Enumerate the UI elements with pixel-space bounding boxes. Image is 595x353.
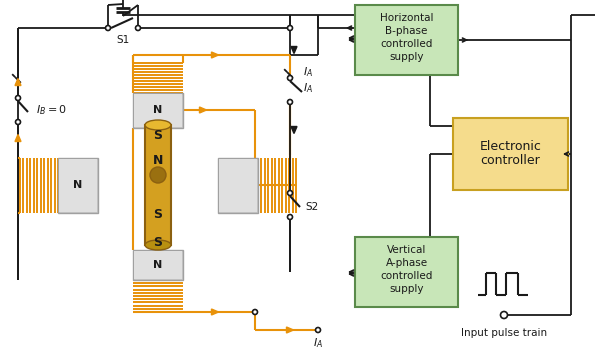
Text: controlled: controlled [380, 39, 433, 49]
Polygon shape [287, 327, 293, 333]
Circle shape [287, 25, 293, 30]
Text: N: N [153, 154, 163, 167]
Text: N: N [154, 260, 162, 270]
Text: Horizontal: Horizontal [380, 13, 433, 23]
Bar [355, 237, 458, 307]
Bar [134, 251, 182, 279]
Circle shape [500, 311, 508, 318]
Text: supply: supply [389, 52, 424, 62]
Text: A-phase: A-phase [386, 258, 428, 268]
Text: N: N [73, 180, 83, 190]
Ellipse shape [145, 120, 171, 130]
Circle shape [287, 100, 293, 104]
Text: Input pulse train: Input pulse train [461, 328, 547, 338]
Text: $I_B = 0$: $I_B = 0$ [36, 103, 67, 117]
Bar [58, 157, 98, 213]
Polygon shape [211, 52, 218, 58]
Ellipse shape [145, 240, 171, 250]
Polygon shape [15, 134, 21, 142]
Text: B-phase: B-phase [386, 26, 428, 36]
Circle shape [287, 215, 293, 220]
Text: S: S [154, 129, 162, 142]
Bar [133, 92, 183, 127]
Polygon shape [291, 126, 297, 133]
Text: $I_A$: $I_A$ [313, 336, 323, 350]
Text: N: N [154, 105, 162, 115]
Polygon shape [211, 309, 218, 315]
Polygon shape [199, 107, 206, 113]
Circle shape [287, 76, 293, 80]
Circle shape [105, 25, 111, 30]
Circle shape [252, 310, 258, 315]
Text: $I_A$: $I_A$ [303, 65, 313, 79]
Circle shape [136, 25, 140, 30]
Bar [133, 250, 183, 280]
Text: S: S [154, 209, 162, 221]
Bar [134, 94, 182, 126]
Circle shape [150, 167, 166, 183]
Bar [59, 158, 97, 211]
Polygon shape [291, 47, 297, 54]
Bar [145, 125, 171, 245]
Text: $I_A$: $I_A$ [303, 81, 313, 95]
Circle shape [15, 96, 20, 101]
Text: controller: controller [481, 155, 540, 168]
Bar [219, 158, 257, 211]
Text: S: S [154, 235, 162, 249]
Text: S2: S2 [305, 202, 319, 212]
Text: controlled: controlled [380, 271, 433, 281]
Bar [218, 157, 258, 213]
Circle shape [287, 191, 293, 196]
Text: S1: S1 [117, 35, 130, 45]
Bar [355, 5, 458, 75]
Circle shape [15, 120, 20, 125]
Text: Electronic: Electronic [480, 139, 541, 152]
Polygon shape [15, 78, 21, 85]
Text: Vertical: Vertical [387, 245, 426, 255]
Bar [453, 118, 568, 190]
Circle shape [315, 328, 321, 333]
Text: supply: supply [389, 284, 424, 294]
